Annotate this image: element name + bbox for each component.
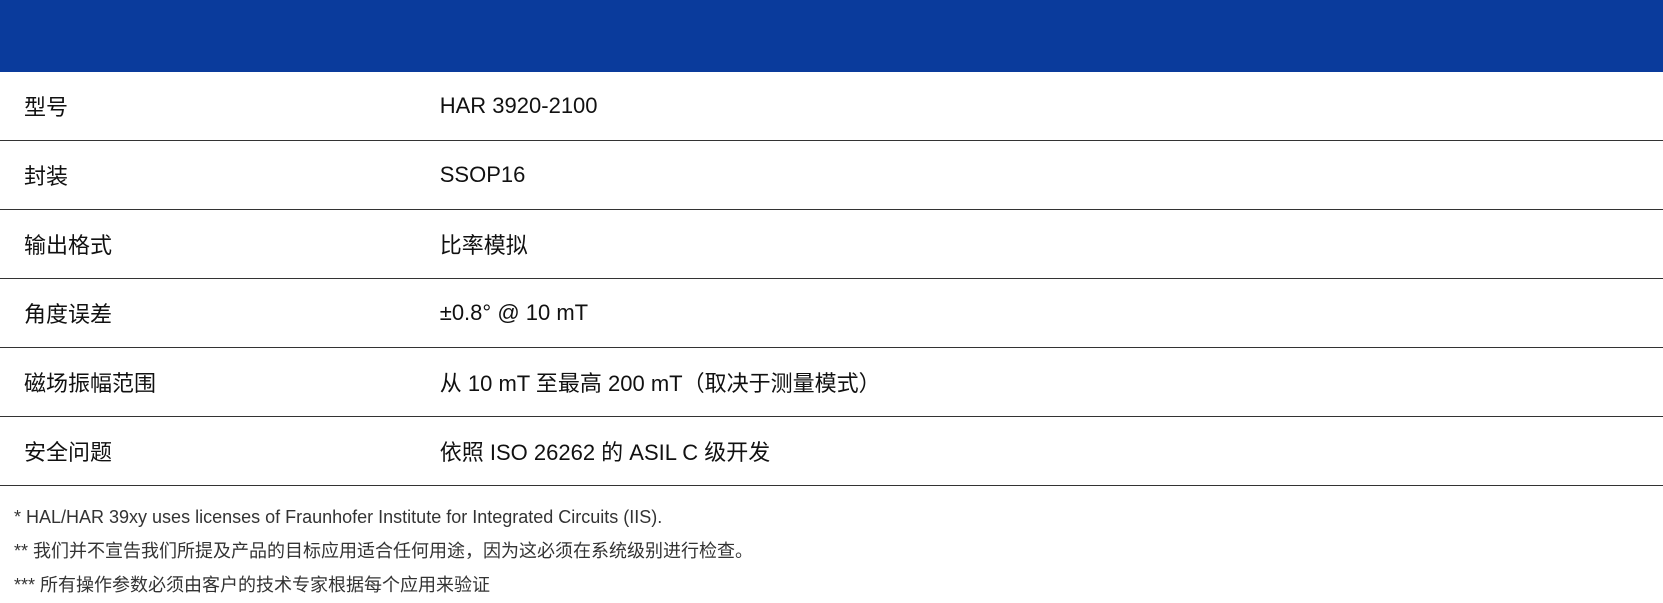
table-row: 磁场振幅范围 从 10 mT 至最高 200 mT（取决于测量模式） [0, 348, 1663, 417]
spec-value: ±0.8° @ 10 mT [416, 279, 1663, 348]
header-bar [0, 0, 1663, 72]
spec-value: 依照 ISO 26262 的 ASIL C 级开发 [416, 417, 1663, 486]
footnote-line: *** 所有操作参数必须由客户的技术专家根据每个应用来验证 [14, 568, 1649, 602]
footnotes: * HAL/HAR 39xy uses licenses of Fraunhof… [0, 486, 1663, 603]
spec-value: 比率模拟 [416, 210, 1663, 279]
spec-label: 型号 [0, 72, 416, 141]
spec-table: 型号 HAR 3920-2100 封装 SSOP16 输出格式 比率模拟 角度误… [0, 72, 1663, 486]
table-row: 型号 HAR 3920-2100 [0, 72, 1663, 141]
table-row: 角度误差 ±0.8° @ 10 mT [0, 279, 1663, 348]
footnote-line: ** 我们并不宣告我们所提及产品的目标应用适合任何用途，因为这必须在系统级别进行… [14, 534, 1649, 568]
table-row: 安全问题 依照 ISO 26262 的 ASIL C 级开发 [0, 417, 1663, 486]
table-row: 封装 SSOP16 [0, 141, 1663, 210]
spec-label: 磁场振幅范围 [0, 348, 416, 417]
spec-label: 安全问题 [0, 417, 416, 486]
spec-value: 从 10 mT 至最高 200 mT（取决于测量模式） [416, 348, 1663, 417]
spec-value: HAR 3920-2100 [416, 72, 1663, 141]
spec-value: SSOP16 [416, 141, 1663, 210]
spec-label: 角度误差 [0, 279, 416, 348]
spec-label: 输出格式 [0, 210, 416, 279]
footnote-line: * HAL/HAR 39xy uses licenses of Fraunhof… [14, 500, 1649, 534]
spec-label: 封装 [0, 141, 416, 210]
table-row: 输出格式 比率模拟 [0, 210, 1663, 279]
